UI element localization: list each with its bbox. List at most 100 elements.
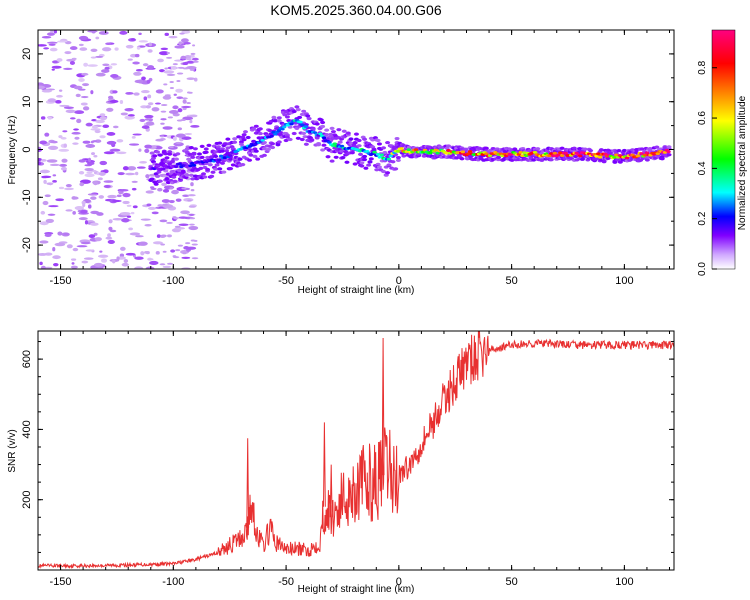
noise-blob (124, 115, 135, 120)
ridge-halo (605, 156, 611, 160)
noise-blob (170, 249, 176, 253)
noise-blob (98, 171, 106, 176)
noise-blob (187, 194, 196, 197)
noise-blob (129, 232, 141, 236)
spectrogram-marks (38, 30, 672, 269)
ridge-halo (303, 142, 309, 146)
noise-blob (119, 30, 128, 35)
ridge-core (433, 148, 439, 152)
noise-blob (63, 106, 75, 109)
noise-blob (78, 35, 89, 41)
noise-blob (50, 30, 54, 33)
noise-blob (125, 91, 134, 95)
noise-blob (84, 173, 95, 178)
ridge-core (662, 150, 668, 154)
noise-blob (52, 174, 57, 177)
ridge-halo (237, 157, 243, 161)
ridge-halo (382, 150, 388, 155)
ridge-halo (167, 152, 173, 156)
noise-blob (182, 194, 190, 197)
noise-blob (98, 31, 109, 35)
noise-blob (97, 177, 103, 181)
ridge-core (563, 151, 568, 155)
ridge-halo (221, 170, 227, 174)
ridge-halo (616, 149, 622, 153)
noise-blob (162, 189, 170, 193)
ridge-core (522, 151, 527, 155)
colorbar-tick-label: 0.2 (697, 211, 708, 225)
noise-blob (160, 243, 165, 246)
noise-blob (70, 265, 78, 269)
ridge-core (321, 136, 327, 140)
noise-blob (78, 43, 84, 47)
noise-blob (88, 234, 96, 239)
noise-blob (38, 82, 45, 87)
noise-blob (54, 242, 66, 247)
noise-blob (41, 89, 52, 93)
noise-blob (125, 44, 134, 49)
ridge-halo (255, 157, 261, 161)
noise-blob (44, 132, 50, 137)
ridge-halo (370, 138, 376, 142)
noise-blob (87, 64, 98, 67)
noise-blob (177, 244, 183, 247)
noise-blob (148, 206, 157, 210)
noise-blob (78, 78, 85, 82)
ridge-halo (359, 164, 365, 168)
noise-blob (143, 96, 148, 101)
ridge-halo (352, 141, 358, 145)
ridge-core (577, 154, 583, 158)
ridge-halo (666, 145, 672, 149)
ridge-halo (393, 167, 399, 171)
noise-blob (191, 257, 199, 260)
ridge-core (614, 153, 619, 157)
noise-blob (136, 46, 141, 50)
ridge-halo (283, 138, 289, 143)
noise-blob (134, 79, 144, 84)
noise-blob (152, 241, 163, 245)
ridge-halo (294, 126, 300, 131)
noise-blob (178, 223, 189, 227)
ridge-halo (383, 173, 389, 177)
ridge-core (379, 153, 384, 157)
noise-blob (79, 47, 88, 51)
ridge-halo (329, 126, 335, 131)
ridge-core (377, 155, 383, 159)
noise-blob (110, 63, 118, 66)
noise-blob (102, 63, 110, 67)
ridge-halo (164, 176, 170, 181)
noise-blob (95, 55, 104, 58)
noise-blob (190, 52, 196, 55)
noise-blob (103, 184, 111, 188)
ridge-halo (199, 144, 205, 149)
noise-blob (151, 211, 159, 215)
ridge-halo (299, 137, 305, 142)
noise-blob (145, 121, 155, 126)
noise-blob (184, 55, 192, 59)
x-tick-label: 50 (505, 576, 517, 588)
ridge-core (282, 125, 287, 129)
noise-blob (191, 57, 199, 61)
ridge-halo (344, 160, 350, 164)
ridge-halo (483, 146, 489, 150)
noise-blob (91, 118, 97, 122)
noise-blob (172, 63, 178, 66)
ridge-halo (395, 158, 401, 162)
ridge-core (386, 157, 392, 161)
ridge-halo (352, 162, 358, 166)
ridge-halo (659, 157, 665, 161)
noise-blob (43, 179, 47, 184)
ridge-halo (320, 148, 326, 152)
ridge-core (375, 152, 381, 156)
noise-blob (119, 99, 124, 105)
noise-blob (175, 198, 182, 202)
noise-blob (126, 204, 132, 207)
noise-blob (182, 116, 194, 121)
noise-blob (65, 109, 76, 114)
noise-blob (95, 36, 100, 40)
noise-blob (159, 263, 166, 266)
ridge-halo (207, 163, 213, 167)
ridge-halo (314, 122, 320, 126)
noise-blob (116, 139, 124, 143)
noise-blob (166, 56, 173, 59)
